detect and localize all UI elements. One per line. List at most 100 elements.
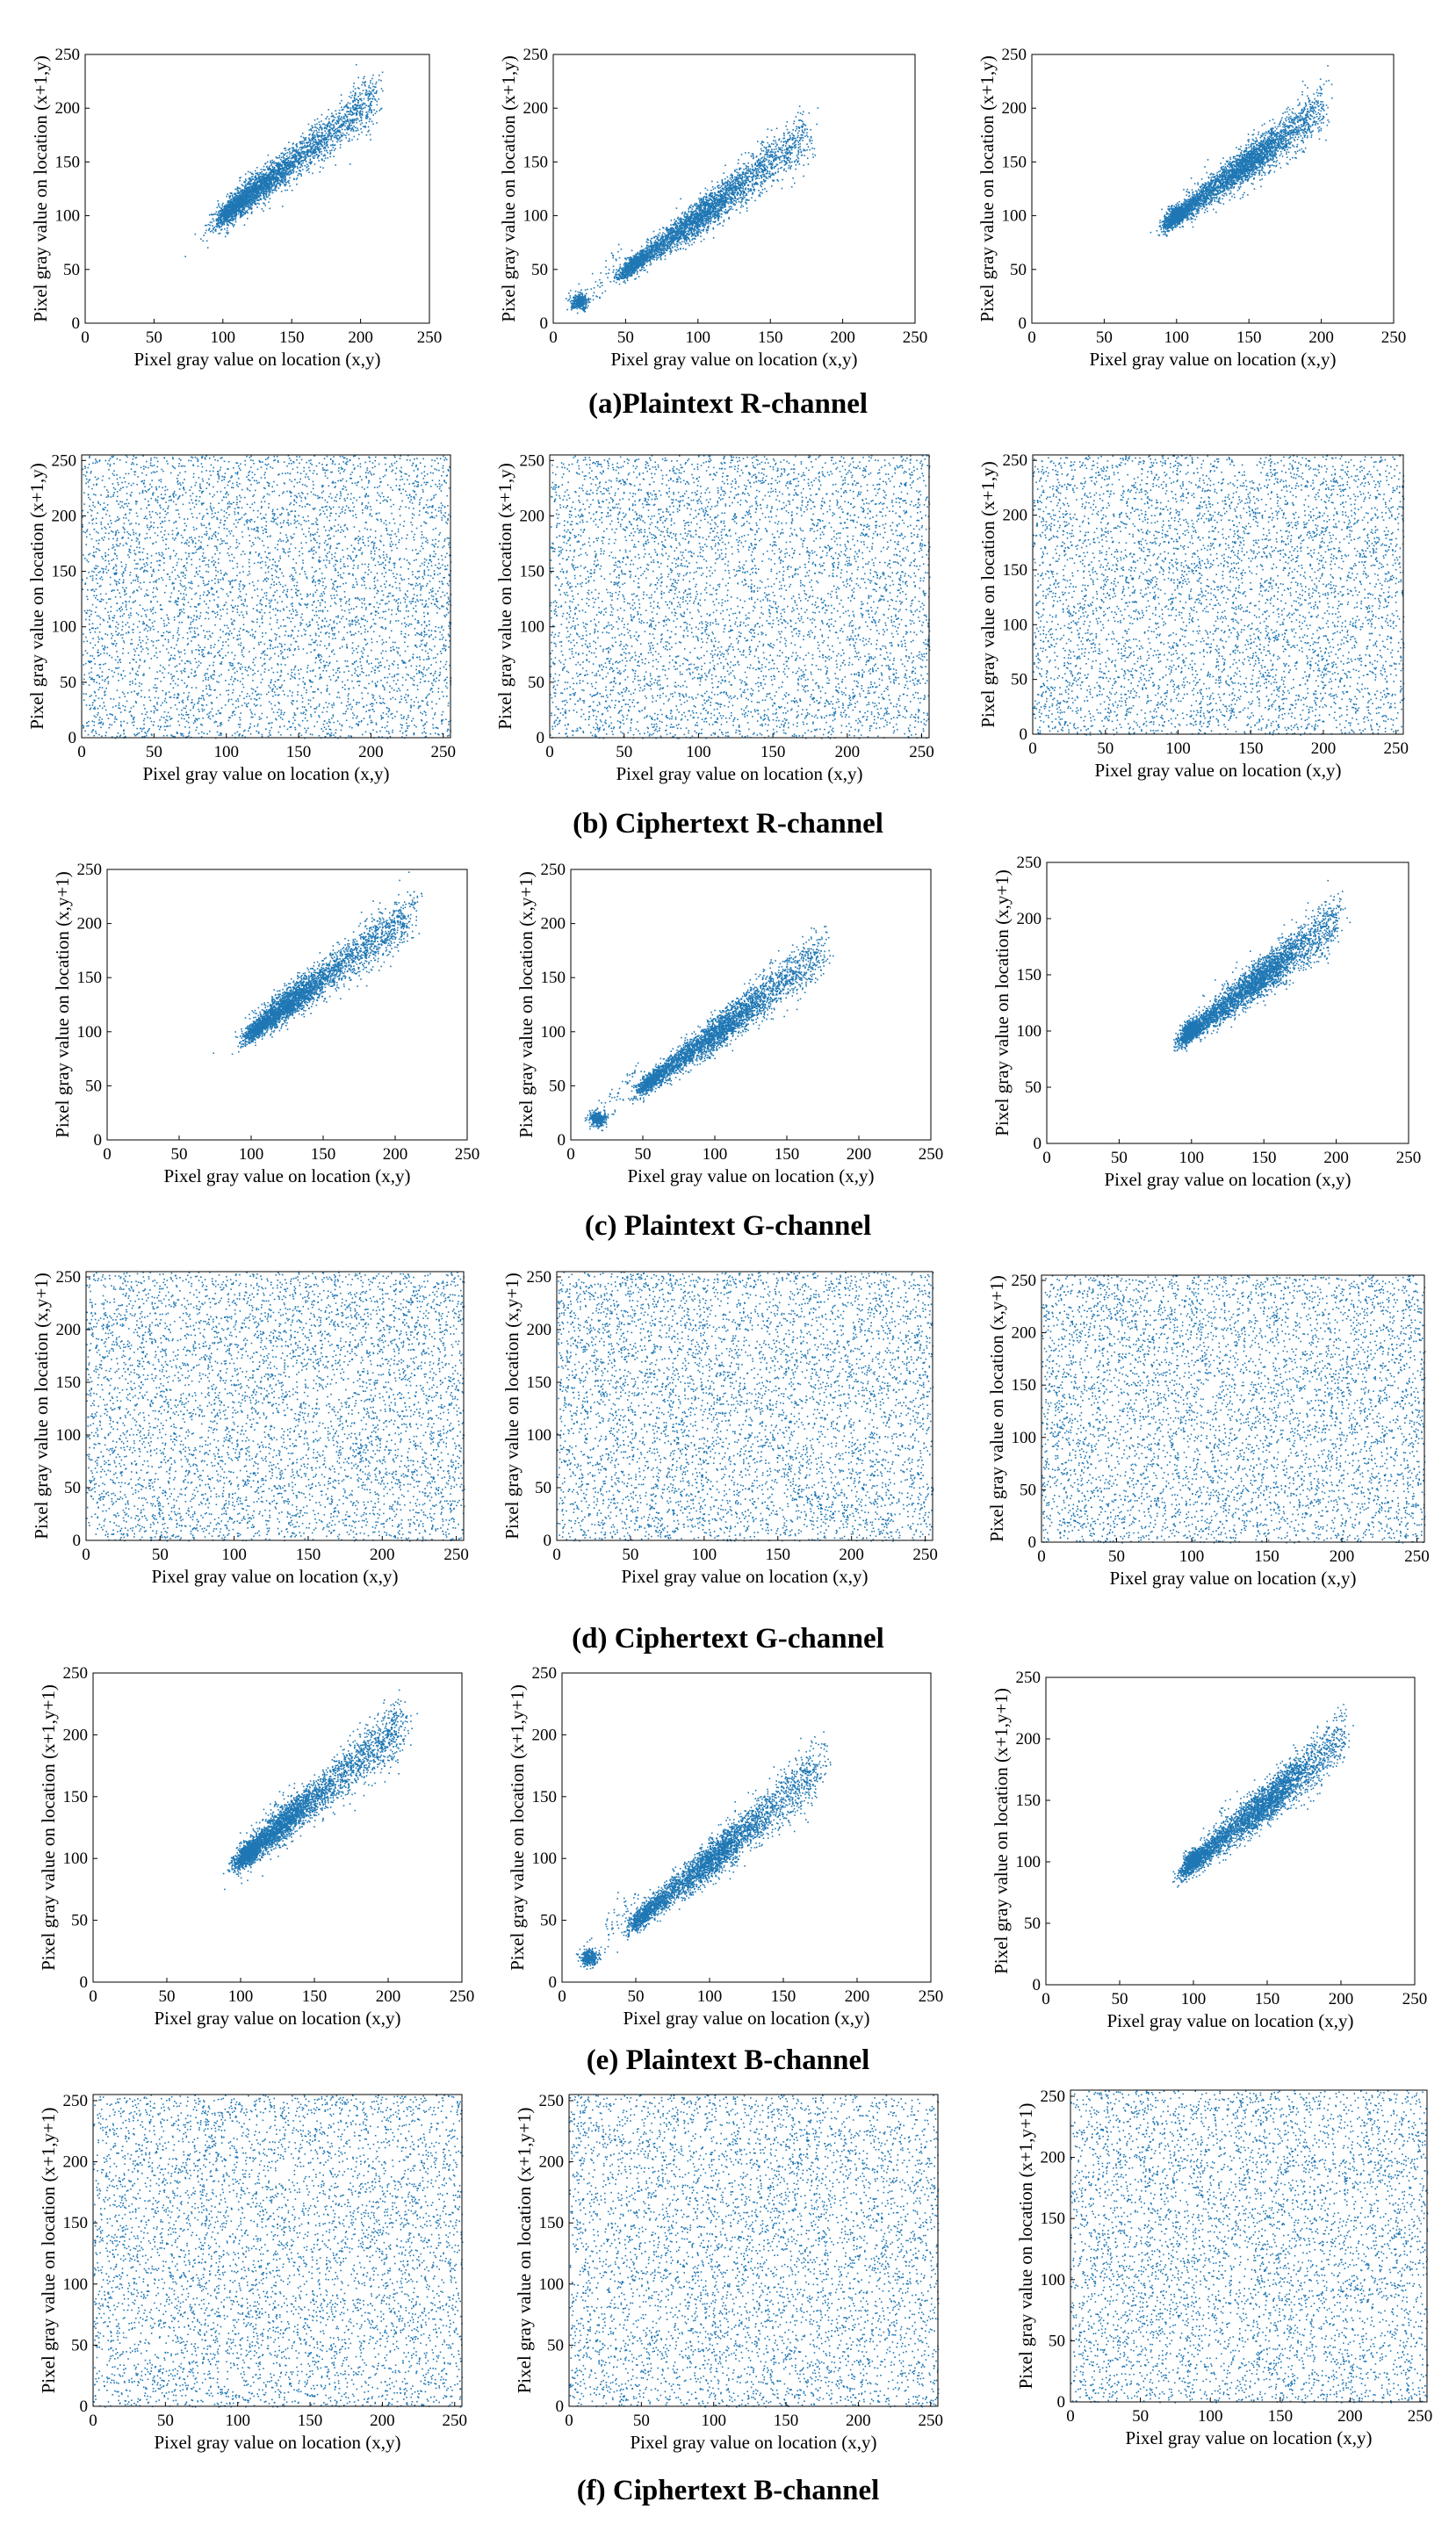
scatter-points — [184, 64, 383, 257]
scatter-point — [285, 174, 287, 176]
scatter-point — [610, 281, 612, 283]
scatter-point — [287, 181, 289, 183]
scatter-point — [796, 141, 798, 142]
scatter-point — [354, 112, 356, 114]
scatter-point — [255, 184, 256, 186]
scatter-point — [270, 187, 271, 189]
scatter-point — [221, 213, 223, 214]
scatter-point — [665, 259, 667, 261]
scatter-point — [228, 207, 230, 209]
scatter-point — [285, 190, 286, 191]
scatter-point — [663, 227, 665, 229]
scatter-point — [195, 234, 197, 235]
scatter-point — [281, 179, 283, 181]
scatter-point — [302, 133, 304, 134]
scatter-point — [220, 219, 221, 220]
scatter-point — [249, 202, 251, 204]
scatter-point — [352, 127, 354, 129]
scatter-point — [309, 141, 311, 142]
scatter-point — [285, 153, 287, 155]
scatter-point — [234, 200, 235, 202]
scatter-point — [267, 186, 269, 188]
scatter-point — [294, 154, 296, 155]
scatter-point — [244, 213, 246, 215]
scatter-point — [220, 214, 222, 216]
scatter-point — [678, 219, 680, 220]
scatter-point — [329, 126, 331, 128]
scatter-point — [372, 114, 374, 116]
scatter-point — [267, 196, 269, 198]
scatter-point — [802, 140, 804, 141]
scatter-point — [233, 199, 234, 201]
scatter-point — [357, 139, 359, 141]
scatter-point — [224, 228, 226, 230]
scatter-point — [312, 154, 314, 155]
scatter-point — [314, 144, 315, 146]
scatter-point — [371, 101, 373, 103]
scatter-point — [241, 214, 242, 216]
scatter-point — [728, 218, 730, 220]
scatter-point — [328, 147, 329, 148]
scatter-point — [350, 163, 351, 165]
scatter-point — [220, 219, 222, 220]
scatter-point — [251, 193, 253, 195]
scatter-point — [301, 163, 303, 165]
scatter-point — [275, 182, 277, 184]
scatter-point — [289, 148, 291, 150]
scatter-point — [288, 167, 290, 169]
scatter-point — [238, 188, 240, 190]
scatter-point — [789, 168, 791, 169]
scatter-point — [374, 98, 376, 100]
scatter-point — [302, 160, 304, 162]
scatter-point — [746, 193, 747, 195]
scatter-point — [339, 137, 341, 139]
scatter-point — [218, 212, 220, 213]
scatter-point — [787, 121, 789, 123]
scatter-point — [654, 254, 656, 256]
scatter-point — [733, 190, 735, 191]
scatter-point — [264, 169, 266, 171]
scatter-point — [227, 230, 228, 232]
scatter-point — [356, 64, 357, 66]
scatter-point — [356, 98, 357, 100]
scatter-point — [289, 162, 291, 164]
scatter-point — [266, 197, 268, 198]
scatter-point — [229, 213, 231, 215]
scatter-point — [279, 184, 281, 185]
scatter-point — [334, 133, 335, 135]
scatter-point — [342, 133, 344, 134]
scatter-point — [218, 222, 220, 224]
scatter-point — [288, 180, 290, 182]
scatter-point — [338, 135, 340, 137]
scatter-point — [788, 148, 789, 150]
scatter-point — [314, 119, 316, 121]
scatter-point — [248, 204, 249, 206]
scatter-point — [256, 167, 258, 169]
scatter-point — [350, 120, 352, 122]
scatter-point — [288, 183, 290, 184]
scatter-point — [351, 140, 353, 141]
scatter-point — [316, 143, 318, 145]
scatter-point — [751, 197, 753, 198]
scatter-point — [266, 179, 268, 181]
scatter-point — [304, 146, 306, 148]
scatter-point — [284, 155, 285, 156]
scatter-point — [301, 143, 303, 145]
scatter-point — [355, 93, 357, 95]
scatter-point — [303, 156, 305, 158]
scatter-point — [263, 203, 265, 205]
scatter-point — [262, 179, 263, 181]
scatter-point — [243, 204, 245, 206]
scatter-point — [215, 228, 217, 230]
scatter-point — [775, 153, 776, 155]
scatter-point — [751, 164, 753, 166]
scatter-point — [300, 164, 302, 166]
scatter-point — [265, 173, 267, 175]
scatter-point — [304, 156, 306, 158]
scatter-point — [661, 248, 663, 249]
scatter-point — [246, 188, 248, 190]
scatter-point — [310, 149, 312, 151]
scatter-point — [793, 123, 795, 125]
scatter-point — [771, 185, 773, 187]
scatter-point — [270, 161, 271, 162]
